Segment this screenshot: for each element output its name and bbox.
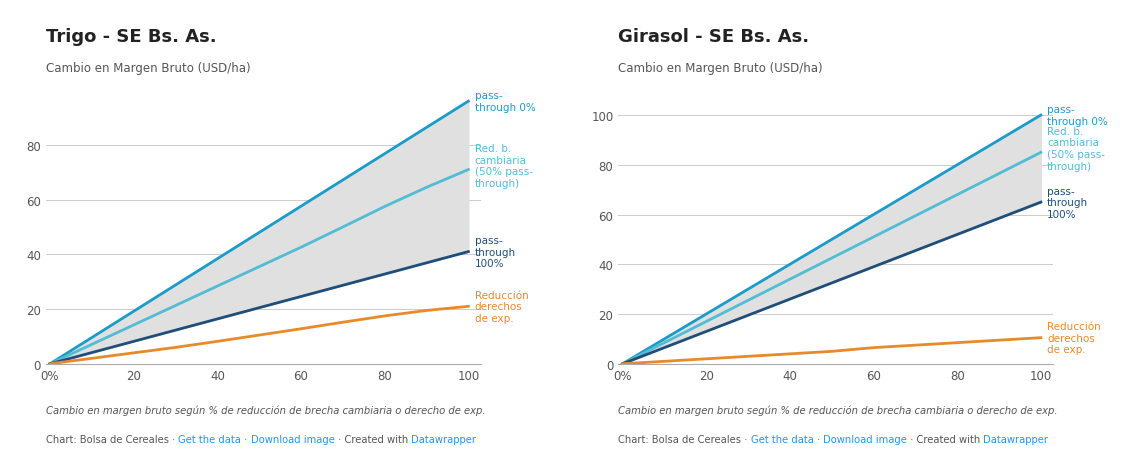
Text: pass-
through
100%: pass- through 100%	[1048, 186, 1088, 219]
Text: Download image: Download image	[251, 435, 334, 445]
Text: Cambio en Margen Bruto (USD/ha): Cambio en Margen Bruto (USD/ha)	[618, 62, 823, 75]
Text: Download image: Download image	[823, 435, 907, 445]
Text: Cambio en margen bruto según % de reducción de brecha cambiaria o derecho de exp: Cambio en margen bruto según % de reducc…	[618, 405, 1058, 415]
Text: Cambio en margen bruto según % de reducción de brecha cambiaria o derecho de exp: Cambio en margen bruto según % de reducc…	[46, 405, 485, 415]
Text: · Created with: · Created with	[907, 435, 984, 445]
Text: Chart: Bolsa de Cereales ·: Chart: Bolsa de Cereales ·	[618, 435, 751, 445]
Text: Cambio en Margen Bruto (USD/ha): Cambio en Margen Bruto (USD/ha)	[46, 62, 251, 75]
Text: Red. b.
cambiaria
(50% pass-
through): Red. b. cambiaria (50% pass- through)	[1048, 126, 1105, 171]
Text: Girasol - SE Bs. As.: Girasol - SE Bs. As.	[618, 28, 810, 46]
Text: Reducción
derechos
de exp.: Reducción derechos de exp.	[1048, 321, 1100, 354]
Text: ·: ·	[814, 435, 823, 445]
Text: Reducción
derechos
de exp.: Reducción derechos de exp.	[475, 290, 528, 323]
Text: · Created with: · Created with	[334, 435, 411, 445]
Text: Chart: Bolsa de Cereales ·: Chart: Bolsa de Cereales ·	[46, 435, 179, 445]
Text: Red. b.
cambiaria
(50% pass-
through): Red. b. cambiaria (50% pass- through)	[475, 144, 532, 188]
Text: Get the data: Get the data	[179, 435, 242, 445]
Text: Datawrapper: Datawrapper	[411, 435, 476, 445]
Text: Get the data: Get the data	[751, 435, 814, 445]
Text: pass-
through
100%: pass- through 100%	[475, 236, 515, 268]
Text: pass-
through 0%: pass- through 0%	[1048, 105, 1108, 126]
Text: Trigo - SE Bs. As.: Trigo - SE Bs. As.	[46, 28, 216, 46]
Text: Datawrapper: Datawrapper	[984, 435, 1049, 445]
Text: ·: ·	[242, 435, 251, 445]
Text: pass-
through 0%: pass- through 0%	[475, 91, 536, 113]
